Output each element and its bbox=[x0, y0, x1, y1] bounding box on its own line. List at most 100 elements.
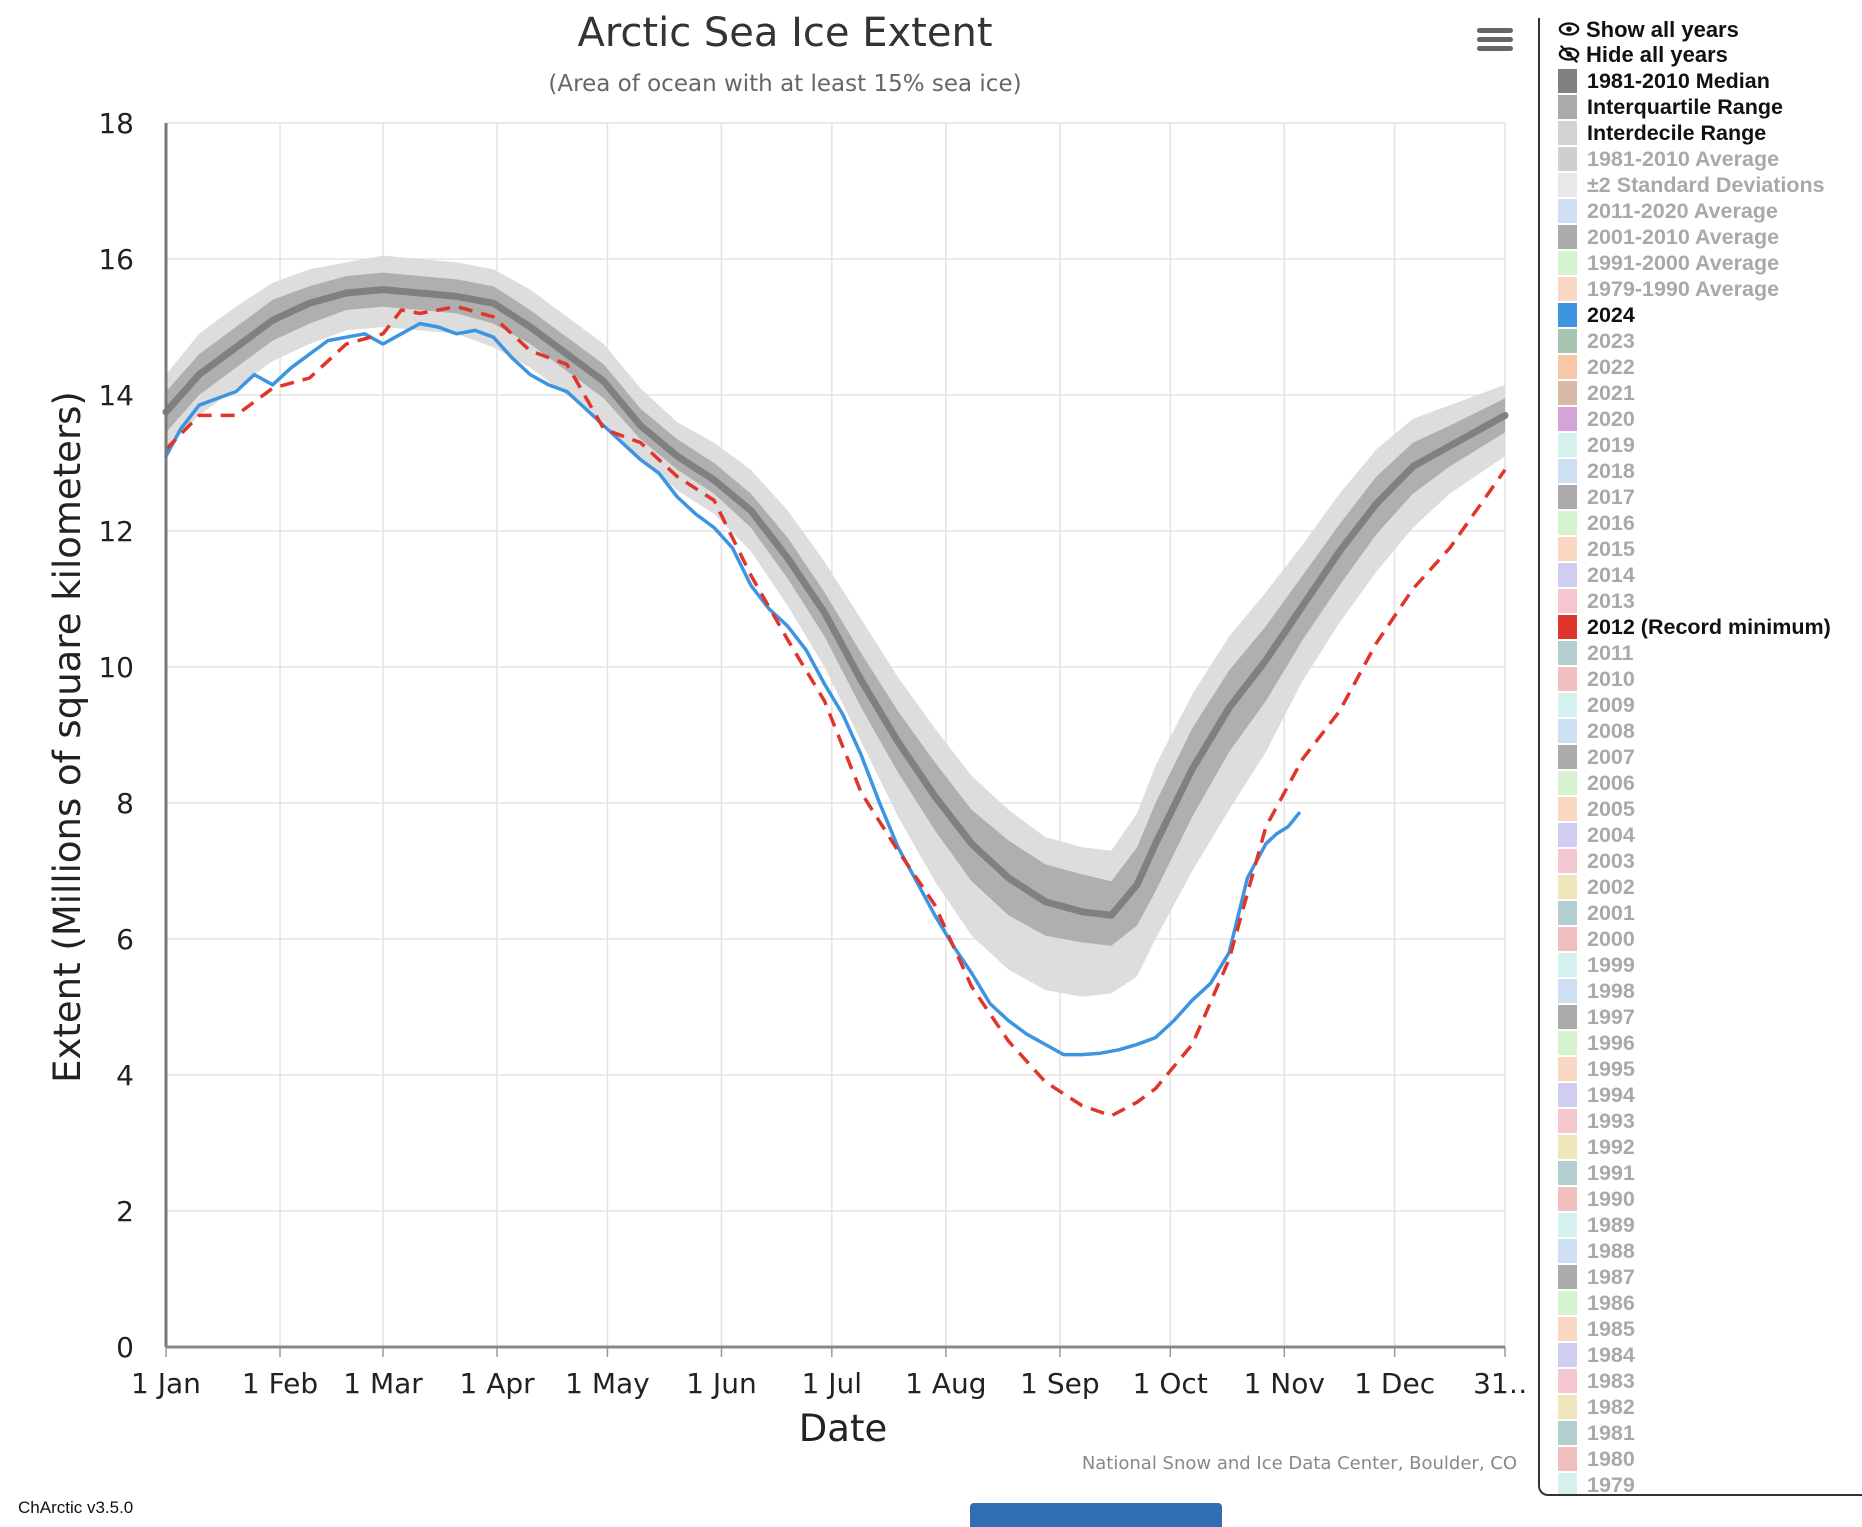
legend-label: 2012 (Record minimum) bbox=[1587, 614, 1831, 639]
legend-item[interactable]: 2008 bbox=[1558, 718, 1635, 744]
legend-swatch bbox=[1558, 485, 1577, 510]
legend-item[interactable]: 1999 bbox=[1558, 952, 1635, 978]
legend-item[interactable]: Interdecile Range bbox=[1558, 120, 1766, 146]
legend-label: 1997 bbox=[1587, 1004, 1635, 1029]
legend-item[interactable]: 2011-2020 Average bbox=[1558, 198, 1778, 224]
legend-item[interactable]: 1985 bbox=[1558, 1316, 1635, 1342]
x-tick-label: 1 Apr bbox=[459, 1367, 535, 1400]
show-all-years-toggle[interactable]: Show all years bbox=[1558, 18, 1739, 43]
x-tick-label: 1 Jun bbox=[686, 1367, 756, 1400]
y-tick-label: 8 bbox=[116, 787, 134, 820]
legend-label: 1986 bbox=[1587, 1290, 1635, 1315]
legend-item[interactable]: 2011 bbox=[1558, 640, 1634, 666]
legend-label: 2024 bbox=[1587, 302, 1635, 327]
legend-item[interactable]: 2023 bbox=[1558, 328, 1635, 354]
legend-item[interactable]: 2000 bbox=[1558, 926, 1635, 952]
legend-item[interactable]: 1991 bbox=[1558, 1160, 1635, 1186]
series-lines bbox=[162, 286, 1509, 1118]
legend-item[interactable]: 1993 bbox=[1558, 1108, 1635, 1134]
hide-all-years-toggle[interactable]: Hide all years bbox=[1558, 42, 1728, 68]
hamburger-menu-icon[interactable] bbox=[1472, 24, 1518, 64]
legend-label: 2022 bbox=[1587, 354, 1635, 379]
legend-item[interactable]: 2019 bbox=[1558, 432, 1635, 458]
eye-icon bbox=[1558, 22, 1580, 36]
legend-item[interactable]: 1994 bbox=[1558, 1082, 1635, 1108]
legend-label: 2001-2010 Average bbox=[1587, 224, 1780, 249]
legend-label: 2017 bbox=[1587, 484, 1635, 509]
y-tick-label: 4 bbox=[116, 1059, 134, 1092]
legend-item[interactable]: 1986 bbox=[1558, 1290, 1635, 1316]
legend-item[interactable]: ±2 Standard Deviations bbox=[1558, 172, 1825, 198]
legend-item[interactable]: 2020 bbox=[1558, 406, 1635, 432]
legend-label: 2018 bbox=[1587, 458, 1635, 483]
legend-item[interactable]: 1983 bbox=[1558, 1368, 1635, 1394]
legend-item[interactable]: 2015 bbox=[1558, 536, 1635, 562]
legend-item[interactable]: 1998 bbox=[1558, 978, 1635, 1004]
legend-label: 1980 bbox=[1587, 1446, 1635, 1471]
legend-label: 1993 bbox=[1587, 1108, 1635, 1133]
legend-label: 1999 bbox=[1587, 952, 1635, 977]
legend-item[interactable]: 2018 bbox=[1558, 458, 1635, 484]
legend-swatch bbox=[1558, 1057, 1577, 1082]
legend-item[interactable]: 1979 bbox=[1558, 1472, 1635, 1494]
legend-item[interactable]: 2005 bbox=[1558, 796, 1635, 822]
legend-item[interactable]: 1992 bbox=[1558, 1134, 1635, 1160]
legend-swatch bbox=[1558, 1239, 1577, 1264]
legend-label: 2005 bbox=[1587, 796, 1635, 821]
legend-item[interactable]: 2022 bbox=[1558, 354, 1635, 380]
legend-swatch bbox=[1558, 1421, 1577, 1446]
legend-item[interactable]: 1981-2010 Median bbox=[1558, 68, 1770, 94]
legend-swatch bbox=[1558, 303, 1577, 328]
legend-item[interactable]: 1980 bbox=[1558, 1446, 1635, 1472]
legend-item[interactable]: 2004 bbox=[1558, 822, 1635, 848]
legend-swatch bbox=[1558, 407, 1577, 432]
legend-item[interactable]: 1981-2010 Average bbox=[1558, 146, 1779, 172]
legend-swatch bbox=[1558, 797, 1577, 822]
bottom-action-button[interactable] bbox=[970, 1503, 1222, 1527]
legend-item[interactable]: 1997 bbox=[1558, 1004, 1635, 1030]
legend-item[interactable]: 2021 bbox=[1558, 380, 1635, 406]
legend-item[interactable]: 1982 bbox=[1558, 1394, 1635, 1420]
legend-item[interactable]: 1995 bbox=[1558, 1056, 1635, 1082]
legend-item[interactable]: 2016 bbox=[1558, 510, 1635, 536]
legend-item[interactable]: 2009 bbox=[1558, 692, 1635, 718]
legend-item[interactable]: Interquartile Range bbox=[1558, 94, 1783, 120]
legend-swatch bbox=[1558, 95, 1577, 120]
legend-item[interactable]: 1989 bbox=[1558, 1212, 1635, 1238]
legend-item[interactable]: 2010 bbox=[1558, 666, 1635, 692]
legend-item[interactable]: 2012 (Record minimum) bbox=[1558, 614, 1831, 640]
legend-item[interactable]: 1981 bbox=[1558, 1420, 1635, 1446]
legend-item[interactable]: 2003 bbox=[1558, 848, 1635, 874]
legend-item[interactable]: 1979-1990 Average bbox=[1558, 276, 1779, 302]
axes: 0 2 4 6 8 10 12 14 16 18 1 Jan 1 Feb 1 Mar 1 Apr 1 May… bbox=[98, 107, 1530, 1400]
legend-label: 2015 bbox=[1587, 536, 1635, 561]
legend-item[interactable]: 2013 bbox=[1558, 588, 1635, 614]
legend-item[interactable]: 1990 bbox=[1558, 1186, 1635, 1212]
legend-item[interactable]: 1991-2000 Average bbox=[1558, 250, 1779, 276]
legend-item[interactable]: 1988 bbox=[1558, 1238, 1635, 1264]
legend-label: 2004 bbox=[1587, 822, 1635, 847]
legend-swatch bbox=[1558, 693, 1577, 718]
legend-item[interactable]: 2002 bbox=[1558, 874, 1635, 900]
legend-item[interactable]: 2007 bbox=[1558, 744, 1635, 770]
legend-item[interactable]: 2017 bbox=[1558, 484, 1635, 510]
legend-swatch bbox=[1558, 719, 1577, 744]
y-tick-label: 16 bbox=[98, 243, 134, 276]
legend-item[interactable]: 2001 bbox=[1558, 900, 1635, 926]
legend-item[interactable]: 2014 bbox=[1558, 562, 1635, 588]
legend-item[interactable]: 2024 bbox=[1558, 302, 1635, 328]
legend-item[interactable]: 1987 bbox=[1558, 1264, 1635, 1290]
legend-label: 1988 bbox=[1587, 1238, 1635, 1263]
legend-label: 2009 bbox=[1587, 692, 1635, 717]
legend-label: ±2 Standard Deviations bbox=[1587, 172, 1825, 197]
legend-item[interactable]: 2001-2010 Average bbox=[1558, 224, 1779, 250]
legend-item[interactable]: 1984 bbox=[1558, 1342, 1635, 1368]
legend-item[interactable]: 2006 bbox=[1558, 770, 1635, 796]
y-tick-label: 14 bbox=[98, 379, 134, 412]
legend-swatch bbox=[1558, 1135, 1577, 1160]
legend-swatch bbox=[1558, 511, 1577, 536]
app-version: ChArctic v3.5.0 bbox=[18, 1498, 134, 1517]
legend-label: 1991-2000 Average bbox=[1587, 250, 1780, 275]
legend-item[interactable]: 1996 bbox=[1558, 1030, 1635, 1056]
legend-swatch bbox=[1558, 745, 1577, 770]
